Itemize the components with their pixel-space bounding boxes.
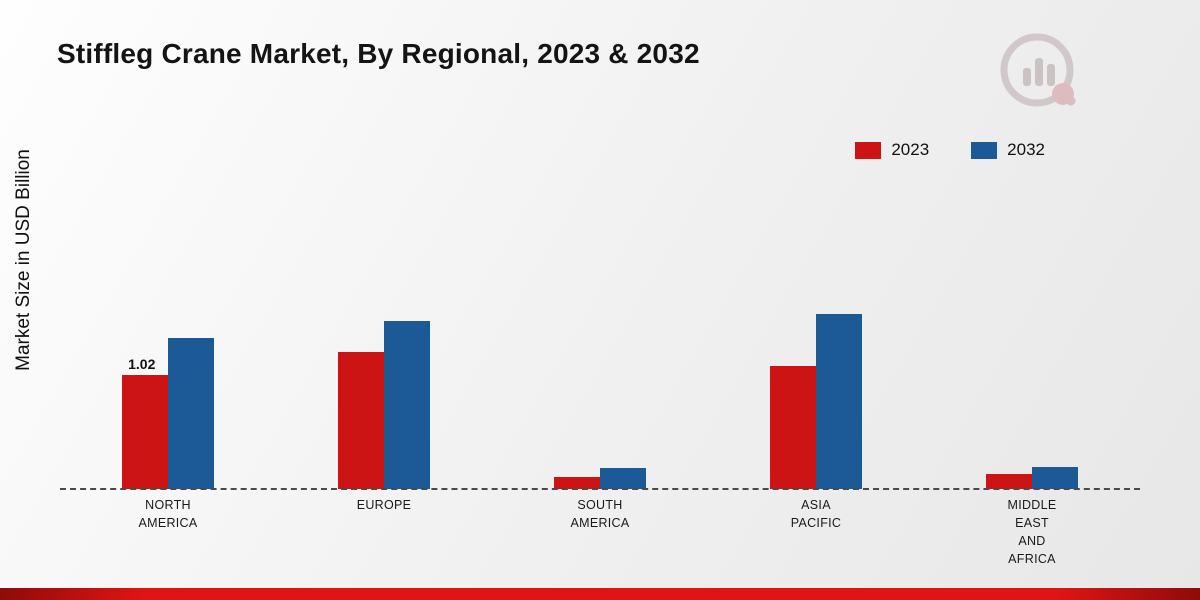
bar-group-middle-east-and-africa [972,467,1092,489]
bar-2023-europe [338,352,384,489]
legend-item-2023: 2023 [855,140,929,160]
bar-2023-asia-pacific [770,366,816,489]
legend-label-2023: 2023 [891,140,930,159]
bar-groups: 1.02 [60,120,1140,489]
bar-group-asia-pacific [756,314,876,489]
page-title: Stiffleg Crane Market, By Regional, 2023… [57,38,700,69]
legend-item-2032: 2032 [971,140,1045,160]
bar-value-label: 1.02 [128,356,156,372]
bar-2032-europe [384,321,430,489]
category-label-north-america: NORTH AMERICA [138,498,198,531]
legend-swatch-2023 [855,141,882,159]
bottom-accent-strip [0,588,1200,600]
legend: 2023 2032 [855,140,1045,160]
legend-swatch-2032 [971,141,998,159]
bar-group-south-america [540,468,660,489]
bar-2032-middle-east-and-africa [1032,467,1078,489]
bar-group-europe [324,321,444,489]
bar-2032-north-america [168,338,214,489]
category-label-asia-pacific: ASIA PACIFIC [790,498,842,531]
category-label-europe: EUROPE [356,498,412,512]
bar-2023-middle-east-and-africa [986,474,1032,489]
plot-area: 1.02 [60,120,1140,490]
x-axis-line [60,488,1140,490]
bar-group-north-america: 1.02 [108,338,228,489]
legend-label-2032: 2032 [1007,140,1045,159]
category-labels: NORTH AMERICA EUROPE SOUTH AMERICA ASIA PACIFI… [60,496,1140,569]
y-axis-label: Market Size in USD Billion [13,149,35,371]
bar-2023-south-america [554,477,600,489]
bar-2023-north-america: 1.02 [122,356,168,489]
bar-2032-asia-pacific [816,314,862,489]
category-label-south-america: SOUTH AMERICA [570,498,630,531]
category-label-middle-east-and-africa: MIDDLE EAST AND AFRICA [1007,498,1057,567]
brand-logo-icon [1000,33,1076,107]
bar-2032-south-america [600,468,646,489]
